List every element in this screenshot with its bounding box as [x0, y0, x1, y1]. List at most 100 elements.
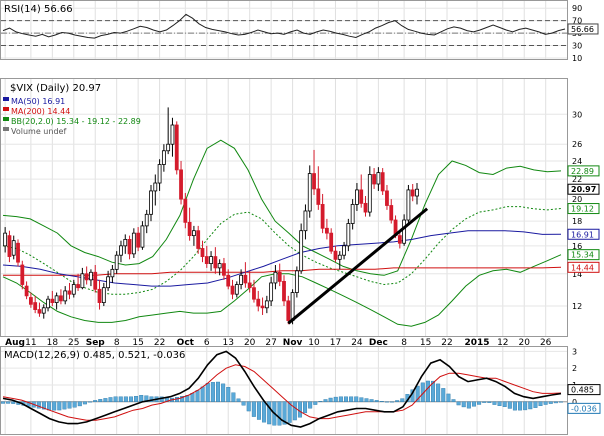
macd-histogram-bar [338, 396, 343, 402]
macd-title: MACD(12,26,9) 0.485, 0.521, -0.036 [4, 350, 185, 361]
price-tick-label: 24 [572, 157, 582, 166]
candle-body [286, 300, 291, 321]
macd-histogram-bar [533, 401, 538, 408]
candle-body [3, 232, 8, 247]
candle-body [24, 285, 29, 297]
macd-tick-label: 2 [572, 364, 577, 373]
candle-body [16, 242, 20, 263]
macd-histogram-bar [180, 396, 185, 402]
price-legend: MA(50) 16.91 MA(200) 14.44 BB(20,2.0) 15… [3, 97, 141, 136]
x-tick-label: 6 [204, 338, 210, 348]
macd-histogram-bar [195, 390, 200, 402]
macd-histogram-bar [400, 398, 405, 402]
rsi-title: RSI(14) 56.66 [4, 4, 73, 15]
price-last-label: 20.97 [571, 185, 596, 194]
macd-histogram-bar [461, 401, 466, 408]
macd-line [2, 350, 562, 428]
candle-body [89, 271, 93, 281]
price-last-label: 14.44 [571, 263, 594, 272]
macd-histogram-bar [441, 388, 446, 402]
macd-histogram-bar [297, 401, 302, 418]
candle-body [136, 232, 141, 248]
x-tick-label: 10 [308, 338, 320, 348]
candle-body [80, 273, 85, 289]
x-tick-label: 20 [244, 338, 256, 348]
macd-histogram-bar [262, 401, 267, 423]
rsi-last-label: 56.66 [571, 25, 594, 34]
price-last-label: 15.34 [571, 251, 594, 260]
macd-histogram-bar [287, 401, 292, 423]
candle-body [170, 124, 175, 145]
candle-body [367, 174, 372, 213]
legend-ma50: MA(50) 16.91 [11, 97, 65, 106]
macd-histogram-bar [538, 401, 543, 406]
candle-body [7, 235, 12, 257]
candle-body [307, 173, 312, 212]
candle-body [204, 256, 209, 264]
macd-histogram-bar [241, 401, 246, 406]
candle-body [372, 174, 376, 185]
candle-body [312, 173, 316, 190]
x-tick-label: 15 [420, 338, 431, 348]
macd-histogram-bar [390, 401, 395, 403]
x-tick-label: 8 [114, 338, 120, 348]
candle-body [54, 295, 59, 303]
candle-body [217, 263, 222, 269]
price-last-box [567, 165, 600, 177]
candle-body [20, 264, 25, 285]
candle-body [67, 290, 72, 295]
candle-body [41, 307, 46, 314]
legend-volume: Volume undef [11, 127, 66, 136]
x-tick-label: 27 [265, 338, 276, 348]
macd-histogram-bar [354, 396, 359, 402]
macd-histogram-bar [62, 401, 67, 410]
price-last-box [567, 203, 600, 215]
candle-body [243, 274, 248, 284]
macd-histogram-bar [369, 399, 374, 402]
macd-histogram-bar [308, 401, 313, 409]
macd-histogram-bar [103, 398, 108, 402]
candle-body [157, 164, 162, 184]
candle-body [269, 282, 274, 302]
macd-histogram-bar [456, 401, 461, 406]
x-tick-label: 22 [441, 338, 452, 348]
candle-body [127, 238, 132, 255]
rsi-tick-label: 90 [572, 4, 582, 13]
macd-tick-label: 3 [572, 347, 577, 356]
x-tick-label: 13 [223, 338, 234, 348]
macd-histogram-bar [451, 399, 456, 402]
candle-body [123, 238, 128, 247]
macd-histogram-bar [256, 401, 261, 420]
candle-body [277, 271, 282, 282]
x-tick-label: 15 [132, 338, 143, 348]
candle-body [37, 309, 42, 314]
macd-histogram-bar [118, 396, 123, 402]
price-last-label: 19.12 [571, 205, 594, 214]
candle-body [397, 235, 402, 244]
macd-histogram-bar [52, 401, 57, 411]
candle-body [179, 169, 183, 200]
candle-body [93, 271, 98, 290]
macd-histogram-bar [36, 401, 41, 409]
macd-tick-label: 0 [572, 398, 577, 407]
candle-body [355, 189, 359, 205]
candle-body [200, 248, 205, 257]
macd-histogram-bar [226, 386, 231, 402]
candle-body [273, 271, 278, 284]
macd-histogram-bar [548, 401, 553, 404]
candle-body [149, 190, 153, 215]
macd-histogram-bar [93, 400, 98, 402]
candle-body [333, 250, 338, 260]
candle-body [153, 182, 158, 192]
candle-body [260, 305, 265, 309]
macd-histogram-bar [379, 401, 384, 403]
candle-body [28, 297, 33, 305]
macd-histogram-bar [123, 396, 128, 402]
candle-body [410, 189, 415, 197]
macd-histogram-bar [190, 392, 195, 402]
macd-histogram-bar [1, 401, 5, 404]
macd-histogram-bar [512, 401, 517, 411]
macd-histogram-bar [47, 401, 52, 411]
macd-histogram-bar [98, 399, 103, 402]
legend-ma200: MA(200) 14.44 [11, 107, 70, 116]
